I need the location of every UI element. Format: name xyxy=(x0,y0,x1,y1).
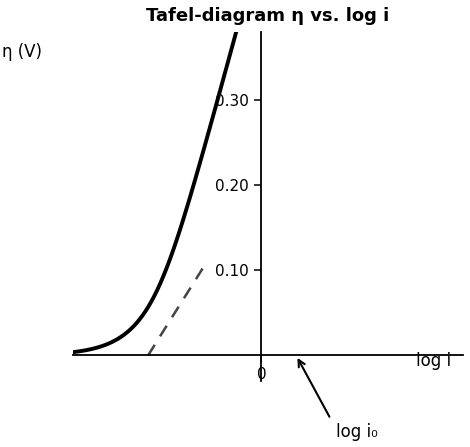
Text: log i: log i xyxy=(416,352,451,371)
Text: log i₀: log i₀ xyxy=(336,422,378,441)
Title: Tafel-diagram η vs. log i: Tafel-diagram η vs. log i xyxy=(146,7,390,25)
Text: η (V): η (V) xyxy=(2,42,42,60)
